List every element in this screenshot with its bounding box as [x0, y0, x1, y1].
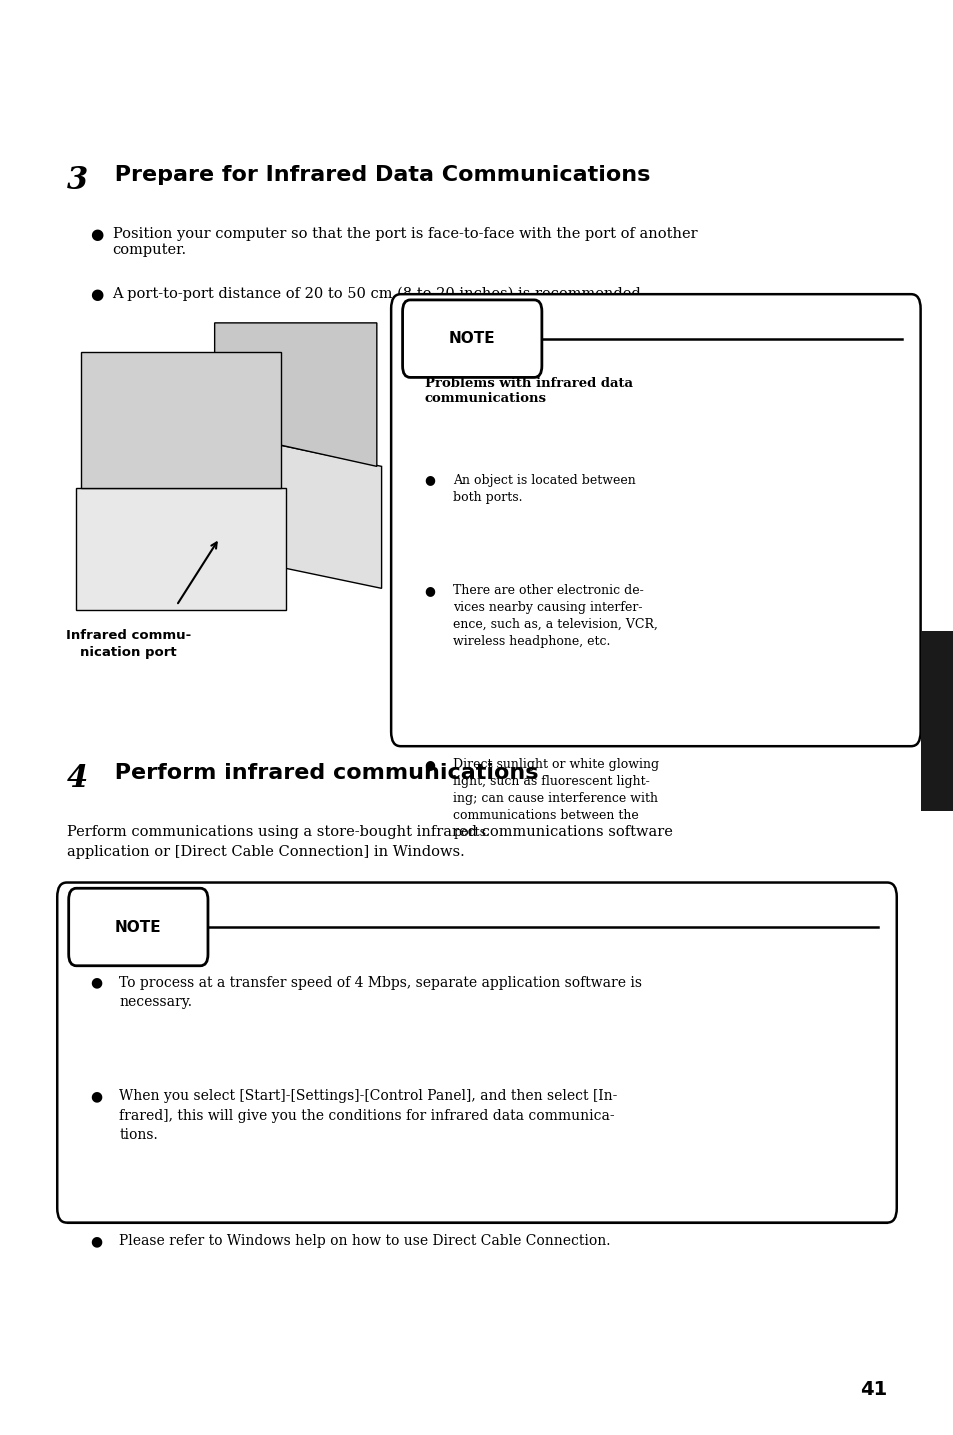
Text: ●: ●	[91, 1089, 103, 1104]
Polygon shape	[214, 323, 376, 466]
Text: ●: ●	[91, 227, 104, 241]
Bar	[920, 631, 953, 811]
Text: To process at a transfer speed of 4 Mbps, separate application software is
neces: To process at a transfer speed of 4 Mbps…	[119, 976, 641, 1009]
FancyBboxPatch shape	[402, 300, 541, 377]
Text: Perform infrared communications: Perform infrared communications	[107, 763, 537, 784]
Text: Position your computer so that the port is face-to-face with the port of another: Position your computer so that the port …	[112, 227, 697, 257]
Text: Problems with infrared data
communications: Problems with infrared data communicatio…	[424, 377, 632, 406]
Text: Perform communications using a store-bought infrared communications software
app: Perform communications using a store-bou…	[67, 825, 672, 858]
Text: NOTE: NOTE	[449, 331, 495, 346]
Text: There are other electronic de-
vices nearby causing interfer-
ence, such as, a t: There are other electronic de- vices nea…	[453, 584, 658, 649]
Text: 4: 4	[67, 763, 88, 795]
Text: Infrared commu-
nication port: Infrared commu- nication port	[66, 629, 192, 659]
Text: 3: 3	[67, 165, 88, 197]
Text: NOTE: NOTE	[115, 920, 161, 934]
Text: When you select [Start]-[Settings]-[Control Panel], and then select [In-
frared]: When you select [Start]-[Settings]-[Cont…	[119, 1089, 617, 1142]
Text: An object is located between
both ports.: An object is located between both ports.	[453, 474, 636, 504]
Text: ●: ●	[424, 474, 435, 486]
Text: Please refer to Windows help on how to use Direct Cable Connection.: Please refer to Windows help on how to u…	[119, 1234, 610, 1248]
Text: ●: ●	[91, 976, 103, 990]
Polygon shape	[210, 430, 381, 588]
FancyBboxPatch shape	[57, 883, 896, 1223]
Text: Direct sunlight or white glowing
light, such as fluorescent light-
ing; can caus: Direct sunlight or white glowing light, …	[453, 758, 659, 838]
Text: ●: ●	[424, 584, 435, 597]
Polygon shape	[81, 352, 281, 488]
Text: Prepare for Infrared Data Communications: Prepare for Infrared Data Communications	[107, 165, 650, 185]
Text: A port-to-port distance of 20 to 50 cm (8 to 20 inches) is recommended.: A port-to-port distance of 20 to 50 cm (…	[112, 287, 645, 301]
FancyBboxPatch shape	[69, 888, 208, 966]
Text: ●: ●	[91, 287, 104, 301]
FancyBboxPatch shape	[391, 294, 920, 746]
Text: 41: 41	[859, 1380, 886, 1399]
Text: ●: ●	[424, 758, 435, 771]
Polygon shape	[76, 488, 286, 610]
Text: ●: ●	[91, 1234, 103, 1248]
